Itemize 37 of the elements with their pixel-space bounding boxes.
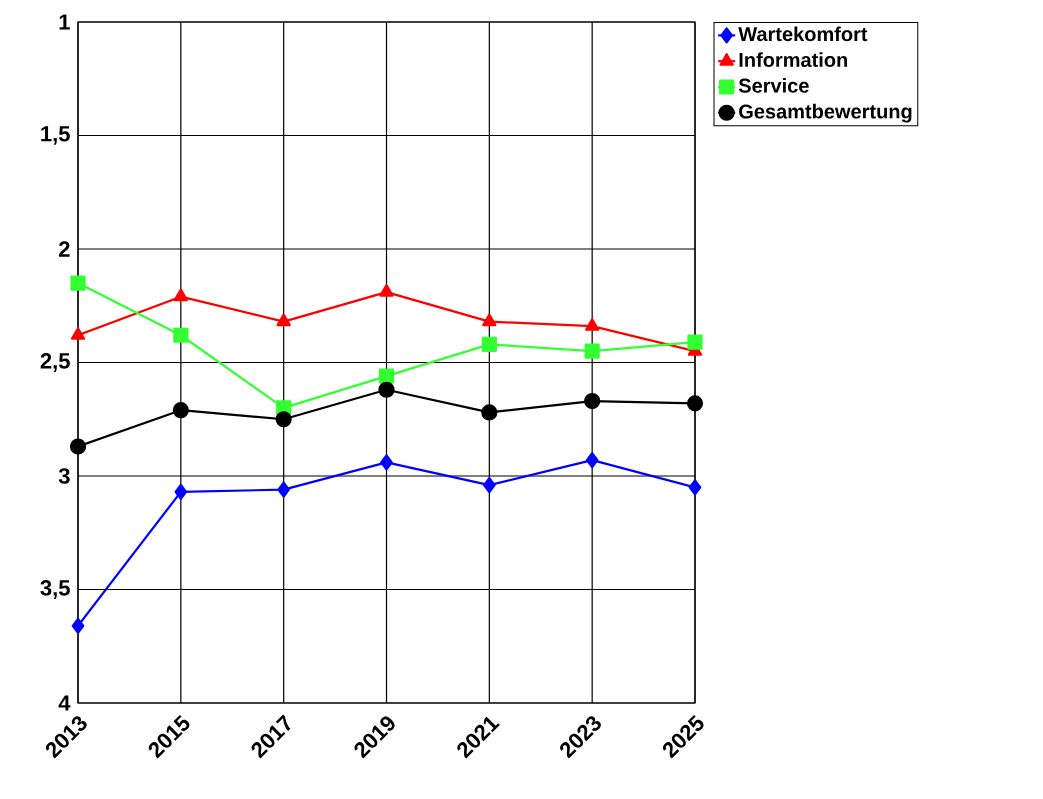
point — [277, 481, 291, 498]
point — [71, 617, 85, 634]
y-tick-label: 3,5 — [40, 580, 70, 599]
point — [687, 334, 703, 350]
point — [481, 336, 497, 352]
legend-label: Information — [739, 52, 848, 67]
legend-label: Service — [738, 78, 809, 93]
y-tick-label: 2 — [59, 241, 70, 257]
point — [482, 476, 496, 494]
point — [70, 275, 86, 291]
point — [584, 343, 600, 359]
point — [482, 313, 497, 327]
point — [378, 381, 395, 398]
legend-label: Gesamtbewertung — [739, 103, 912, 123]
y-tick-label: 4 — [58, 695, 71, 711]
point — [172, 402, 189, 419]
point — [380, 454, 393, 471]
point — [688, 479, 702, 496]
y-tick-label: 3 — [58, 468, 70, 484]
point — [584, 392, 601, 410]
point — [379, 284, 394, 297]
point — [585, 452, 599, 469]
point — [585, 318, 600, 331]
point — [174, 483, 188, 500]
point — [686, 395, 704, 412]
y-tick-label: 1,5 — [41, 126, 70, 145]
point — [69, 438, 87, 455]
y-tick-label: 2,5 — [40, 353, 70, 372]
point — [70, 327, 86, 340]
point — [173, 288, 188, 302]
point — [275, 411, 292, 428]
point — [276, 313, 291, 327]
point — [481, 404, 498, 421]
y-tick-label: 1 — [59, 14, 70, 30]
point — [173, 327, 189, 343]
legend-label: Wartekomfort — [738, 26, 868, 42]
point — [378, 368, 395, 384]
